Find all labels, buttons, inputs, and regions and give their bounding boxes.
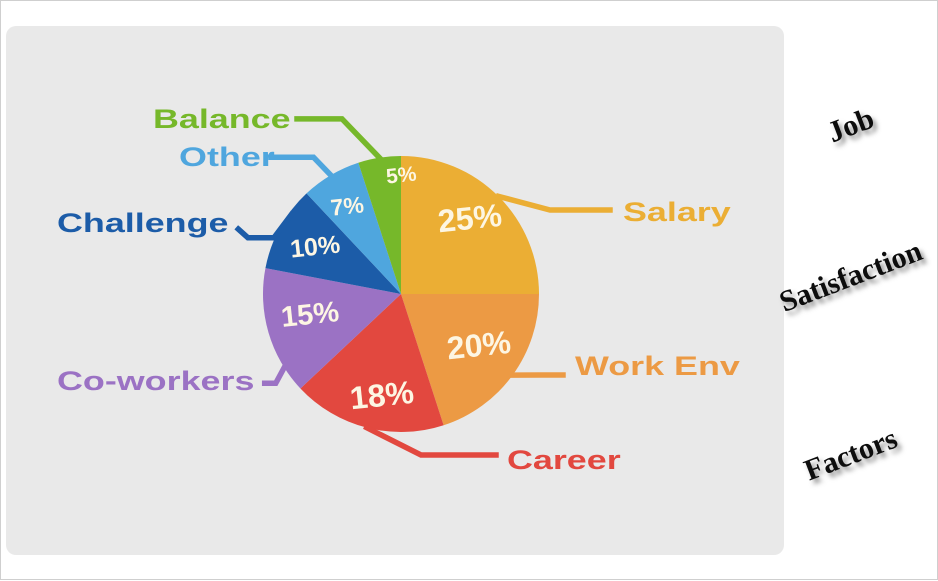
- svg-text:18%: 18%: [348, 374, 415, 416]
- svg-text:20%: 20%: [445, 324, 512, 366]
- svg-text:25%: 25%: [436, 197, 503, 239]
- svg-text:Challenge: Challenge: [57, 207, 229, 238]
- svg-text:Work Env: Work Env: [575, 350, 740, 381]
- svg-text:Salary: Salary: [623, 196, 731, 227]
- svg-text:10%: 10%: [289, 231, 342, 264]
- svg-text:7%: 7%: [329, 191, 365, 220]
- svg-text:Other: Other: [179, 141, 275, 172]
- svg-text:Co-workers: Co-workers: [57, 365, 254, 396]
- svg-text:5%: 5%: [385, 162, 418, 188]
- svg-text:Balance: Balance: [153, 103, 291, 134]
- svg-text:15%: 15%: [280, 296, 341, 334]
- svg-text:Career: Career: [507, 444, 621, 475]
